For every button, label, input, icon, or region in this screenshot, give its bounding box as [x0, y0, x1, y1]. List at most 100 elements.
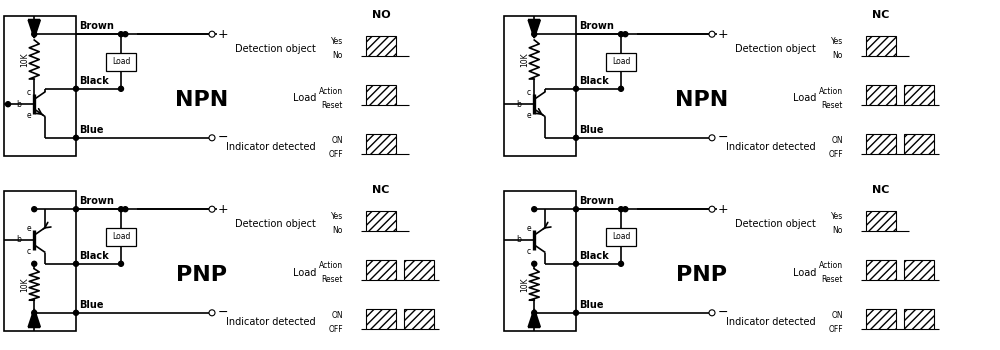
Text: No: No — [833, 226, 843, 235]
Circle shape — [618, 86, 624, 91]
Bar — [366, 260, 396, 280]
Text: −: − — [218, 131, 228, 144]
Text: Action: Action — [319, 86, 343, 96]
Text: c: c — [527, 88, 531, 97]
Bar — [504, 191, 576, 331]
Text: NC: NC — [372, 185, 390, 195]
Text: No: No — [333, 51, 343, 60]
Text: NPN: NPN — [175, 90, 229, 110]
Text: c: c — [527, 247, 531, 256]
Text: −: − — [718, 306, 728, 319]
Text: ON: ON — [831, 311, 843, 320]
Bar — [366, 36, 396, 56]
Circle shape — [209, 310, 215, 316]
Text: Black: Black — [79, 251, 109, 261]
Text: 10K: 10K — [20, 277, 29, 292]
Text: Detection object: Detection object — [235, 219, 316, 229]
Circle shape — [709, 135, 715, 141]
Bar — [366, 85, 396, 105]
Text: b: b — [16, 100, 21, 109]
Bar — [366, 211, 396, 231]
Bar — [404, 260, 434, 280]
Circle shape — [74, 207, 78, 212]
Circle shape — [574, 207, 578, 212]
Text: Action: Action — [819, 261, 843, 271]
Text: −: − — [718, 131, 728, 144]
Bar — [4, 191, 76, 331]
Circle shape — [119, 261, 124, 266]
Text: e: e — [27, 224, 31, 233]
Text: Reset: Reset — [322, 100, 343, 110]
Polygon shape — [528, 20, 540, 38]
Circle shape — [74, 86, 78, 91]
Circle shape — [623, 32, 628, 37]
Text: ON: ON — [331, 136, 343, 145]
Bar — [606, 52, 636, 70]
Text: +: + — [218, 28, 229, 41]
Bar — [904, 309, 934, 329]
Text: Brown: Brown — [79, 21, 114, 31]
Circle shape — [32, 310, 37, 315]
Bar — [866, 309, 896, 329]
Circle shape — [123, 32, 128, 37]
Circle shape — [574, 86, 578, 91]
Bar — [866, 260, 896, 280]
Text: Detection object: Detection object — [735, 219, 816, 229]
Text: Brown: Brown — [579, 196, 614, 206]
Circle shape — [709, 310, 715, 316]
Text: 10K: 10K — [520, 277, 529, 292]
Bar — [904, 85, 934, 105]
Text: Detection object: Detection object — [735, 44, 816, 54]
Bar — [106, 228, 136, 245]
Text: Black: Black — [579, 76, 609, 86]
Text: Yes: Yes — [331, 37, 343, 46]
Circle shape — [709, 31, 715, 37]
Circle shape — [532, 310, 537, 315]
Circle shape — [618, 207, 624, 212]
Text: Indicator detected: Indicator detected — [726, 317, 816, 327]
Circle shape — [209, 206, 215, 212]
Circle shape — [709, 206, 715, 212]
Circle shape — [532, 261, 537, 266]
Circle shape — [119, 207, 124, 212]
Circle shape — [74, 261, 78, 266]
Text: Load: Load — [793, 93, 816, 103]
Circle shape — [623, 207, 628, 212]
Text: NPN: NPN — [675, 90, 729, 110]
Bar — [404, 309, 434, 329]
Polygon shape — [28, 309, 40, 327]
Circle shape — [119, 86, 124, 91]
Text: Blue: Blue — [579, 300, 604, 310]
Text: Reset: Reset — [822, 100, 843, 110]
Bar — [866, 36, 896, 56]
Circle shape — [32, 32, 37, 37]
Text: 10K: 10K — [520, 52, 529, 67]
Text: Blue: Blue — [79, 125, 104, 135]
Bar — [106, 52, 136, 70]
Text: NO: NO — [372, 10, 390, 20]
Text: Black: Black — [579, 251, 609, 261]
Text: Action: Action — [319, 261, 343, 271]
Circle shape — [209, 31, 215, 37]
Circle shape — [574, 135, 578, 140]
Circle shape — [574, 310, 578, 315]
Text: Load: Load — [293, 268, 316, 278]
Text: Reset: Reset — [322, 275, 343, 285]
Text: Action: Action — [819, 86, 843, 96]
Circle shape — [32, 207, 37, 212]
Text: No: No — [833, 51, 843, 60]
Text: Brown: Brown — [79, 196, 114, 206]
Text: OFF: OFF — [328, 325, 343, 334]
Bar — [504, 16, 576, 156]
Circle shape — [618, 32, 624, 37]
Text: Load: Load — [793, 268, 816, 278]
Bar — [866, 134, 896, 154]
Text: Yes: Yes — [831, 37, 843, 46]
Text: ON: ON — [331, 311, 343, 320]
Circle shape — [74, 135, 78, 140]
Text: Black: Black — [79, 76, 109, 86]
Bar — [904, 134, 934, 154]
Circle shape — [123, 207, 128, 212]
Circle shape — [532, 32, 537, 37]
Text: Indicator detected: Indicator detected — [226, 142, 316, 152]
